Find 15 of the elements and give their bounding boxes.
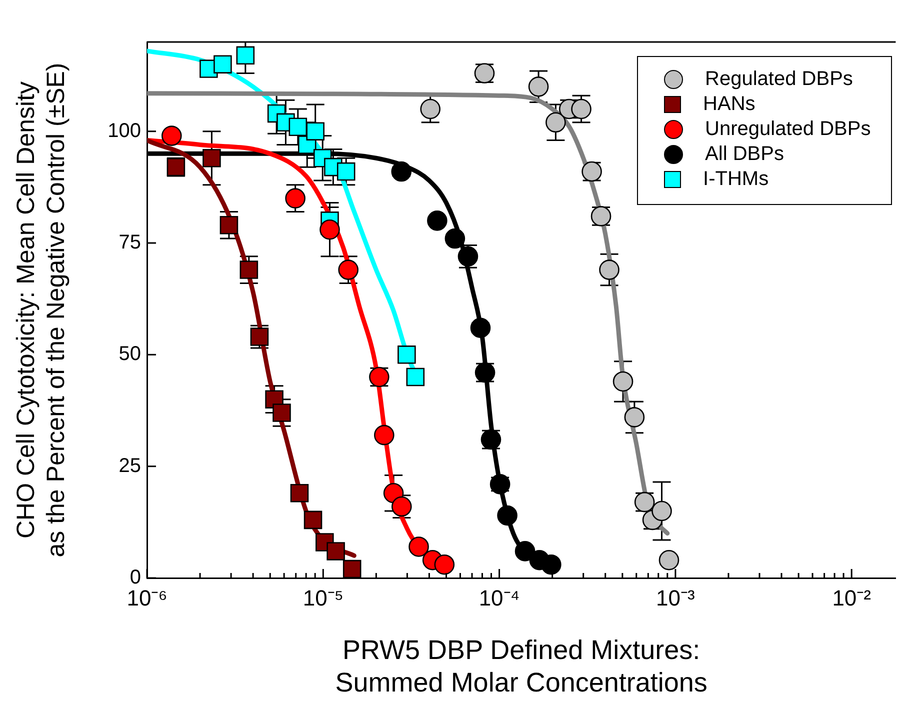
y-tick-label: 75 <box>118 232 141 254</box>
y-tick-label: 25 <box>118 454 141 477</box>
legend-label: I-THMs <box>703 168 769 191</box>
x-tick-label: 10⁻⁵ <box>302 585 344 610</box>
y-tick-label: 100 <box>108 120 141 142</box>
y-axis-title: CHO Cell Cytotoxicity: Mean Cell Density as the Percent of the Negative Control (±SE) <box>12 62 70 558</box>
legend-label: Unregulated DBPs <box>705 118 871 141</box>
legend-label: All DBPs <box>705 143 784 166</box>
x-axis-title: PRW5 DBP Defined Mixtures: Summed Molar Concentrations <box>335 634 708 698</box>
x-tick-label: 10⁻² <box>832 585 871 610</box>
legend-label: Regulated DBPs <box>705 68 853 91</box>
x-tick-label: 10⁻⁴ <box>478 585 520 610</box>
y-tick-label: 50 <box>118 343 141 366</box>
legend-label: HANs <box>703 93 756 116</box>
x-tick-label: 10⁻³ <box>656 585 695 610</box>
